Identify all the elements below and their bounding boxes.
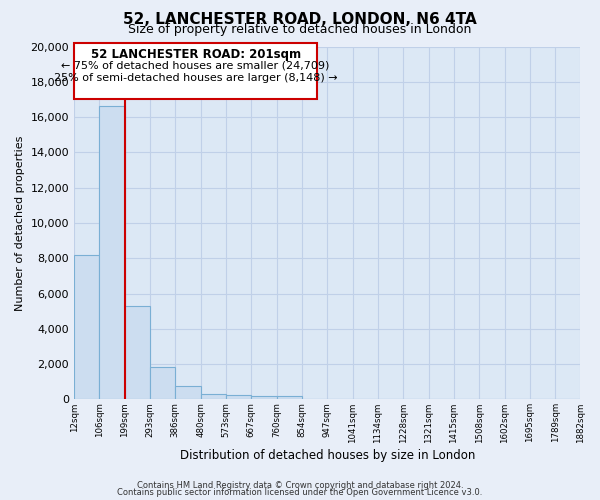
Text: Contains public sector information licensed under the Open Government Licence v3: Contains public sector information licen… [118,488,482,497]
Y-axis label: Number of detached properties: Number of detached properties [15,136,25,310]
X-axis label: Distribution of detached houses by size in London: Distribution of detached houses by size … [179,450,475,462]
Text: Size of property relative to detached houses in London: Size of property relative to detached ho… [128,22,472,36]
Text: ← 75% of detached houses are smaller (24,709): ← 75% of detached houses are smaller (24… [61,60,330,70]
Bar [100,106,125,400]
Bar [277,396,302,400]
Bar [125,306,150,400]
Bar [251,396,277,400]
Bar [150,367,175,400]
Bar [226,394,251,400]
FancyBboxPatch shape [74,43,317,100]
Text: 25% of semi-detached houses are larger (8,148) →: 25% of semi-detached houses are larger (… [54,73,337,83]
Bar [200,394,226,400]
Bar [175,386,200,400]
Text: Contains HM Land Registry data © Crown copyright and database right 2024.: Contains HM Land Registry data © Crown c… [137,480,463,490]
Text: 52, LANCHESTER ROAD, LONDON, N6 4TA: 52, LANCHESTER ROAD, LONDON, N6 4TA [123,12,477,28]
Text: 52 LANCHESTER ROAD: 201sqm: 52 LANCHESTER ROAD: 201sqm [91,48,301,62]
Bar [74,254,100,400]
